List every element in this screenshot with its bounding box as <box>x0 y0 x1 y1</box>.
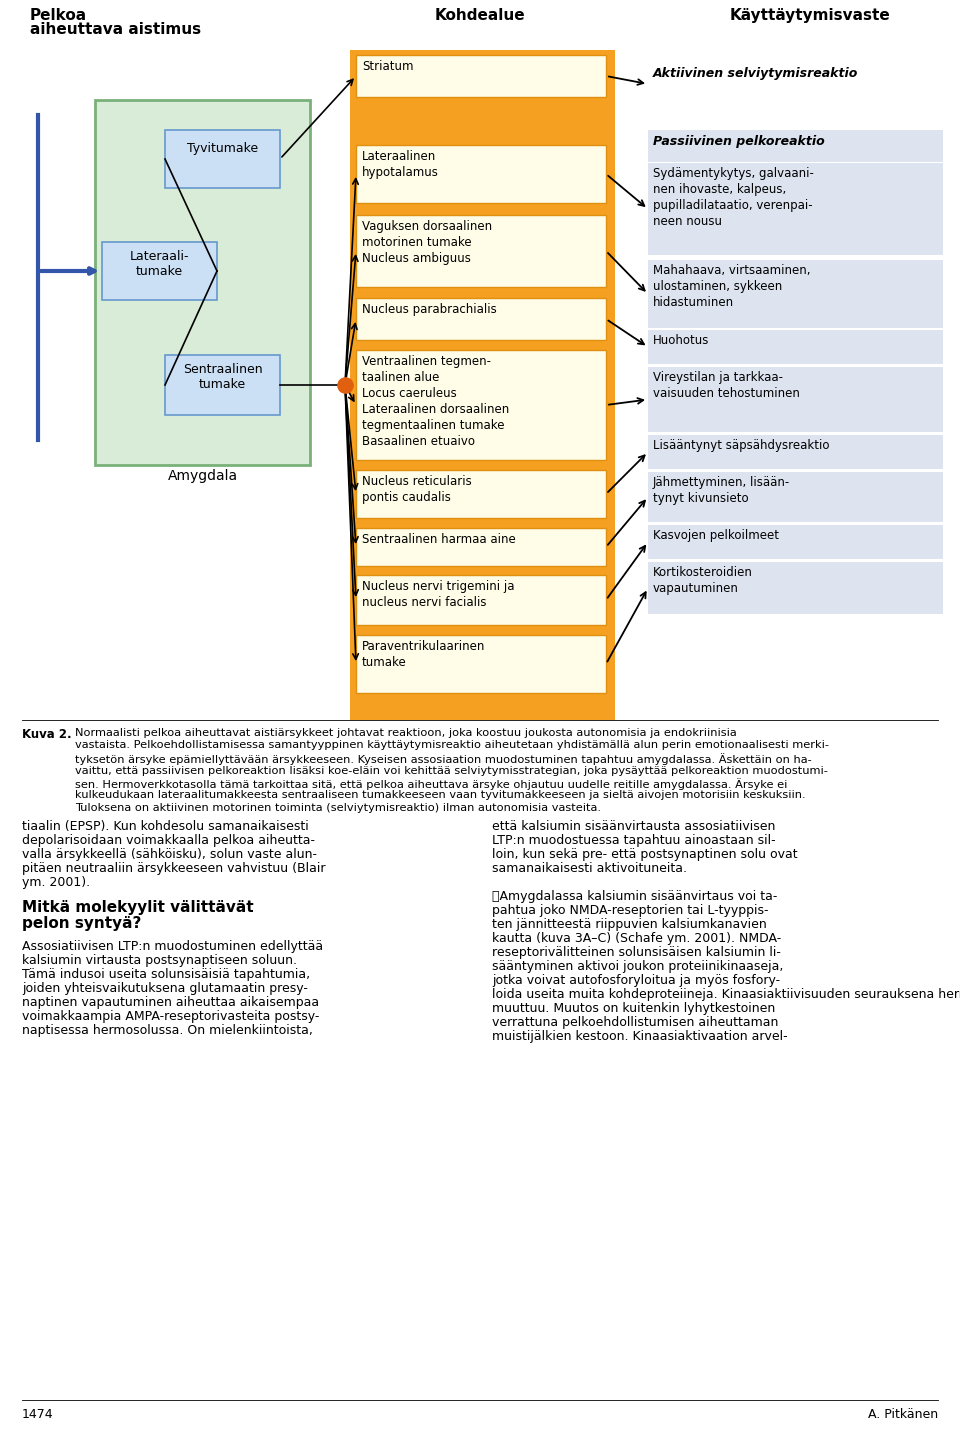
Text: Kasvojen pelkoilmeet: Kasvojen pelkoilmeet <box>653 529 779 542</box>
Text: Kuva 2.: Kuva 2. <box>22 728 72 741</box>
Text: ym. 2001).: ym. 2001). <box>22 876 90 889</box>
Bar <box>165 355 280 416</box>
Bar <box>350 50 615 720</box>
Text: vaittu, että passiivisen pelkoreaktion lisäksi koe-eläin voi kehittää selviytymi: vaittu, että passiivisen pelkoreaktion l… <box>75 765 828 775</box>
Bar <box>356 470 606 518</box>
Text: Tämä indusoi useita solunsisäisiä tapahtumia,: Tämä indusoi useita solunsisäisiä tapaht… <box>22 968 310 981</box>
Text: Käyttäytymisvaste: Käyttäytymisvaste <box>730 9 890 23</box>
Text: Aktiivinen selviytymisreaktio: Aktiivinen selviytymisreaktio <box>653 68 858 81</box>
Text: Passiivinen pelkoreaktio: Passiivinen pelkoreaktio <box>653 135 825 148</box>
Text: jotka voivat autofosforyloitua ja myös fosfory-: jotka voivat autofosforyloitua ja myös f… <box>492 974 780 986</box>
Text: tyksetön ärsyke epämiellyttävään ärsykkeeseen. Kyseisen assosiaation muodostumin: tyksetön ärsyke epämiellyttävään ärsykke… <box>75 754 812 765</box>
Text: Mahahaava, virtsaaminen,
ulostaminen, sykkeen
hidastuminen: Mahahaava, virtsaaminen, ulostaminen, sy… <box>653 265 810 309</box>
Text: joiden yhteisvaikutuksena glutamaatin presy-: joiden yhteisvaikutuksena glutamaatin pr… <box>22 982 308 995</box>
Text: A. Pitkänen: A. Pitkänen <box>868 1408 938 1421</box>
Text: tiaalin (EPSP). Kun kohdesolu samanaikaisesti: tiaalin (EPSP). Kun kohdesolu samanaikai… <box>22 820 309 833</box>
Text: Lateraalinen
hypotalamus: Lateraalinen hypotalamus <box>362 150 439 178</box>
Bar <box>648 329 943 364</box>
Bar <box>356 298 606 339</box>
Text: Sentraalinen harmaa aine: Sentraalinen harmaa aine <box>362 533 516 546</box>
Text: sen. Hermoverkkotasolla tämä tarkoittaa sitä, että pelkoa aiheuttava ärsyke ohja: sen. Hermoverkkotasolla tämä tarkoittaa … <box>75 778 787 789</box>
Bar <box>648 562 943 614</box>
Bar <box>356 349 606 460</box>
Text: loida useita muita kohdeproteiineja. Kinaasiaktiivisuuden seurauksena hermosolun: loida useita muita kohdeproteiineja. Kin… <box>492 988 960 1001</box>
Text: 1474: 1474 <box>22 1408 54 1421</box>
Text: Amygdala: Amygdala <box>167 469 237 483</box>
Text: Vaguksen dorsaalinen
motorinen tumake
Nucleus ambiguus: Vaguksen dorsaalinen motorinen tumake Nu… <box>362 220 492 265</box>
Text: samanaikaisesti aktivoituneita.: samanaikaisesti aktivoituneita. <box>492 861 687 874</box>
Text: voimakkaampia AMPA-reseptorivasteita postsy-: voimakkaampia AMPA-reseptorivasteita pos… <box>22 1009 320 1022</box>
Text: naptisessa hermosolussa. On mielenkiintoista,: naptisessa hermosolussa. On mielenkiinto… <box>22 1024 313 1037</box>
Bar <box>356 145 606 203</box>
Bar <box>648 436 943 469</box>
Text: sääntyminen aktivoi joukon proteiinikinaaseja,: sääntyminen aktivoi joukon proteiinikina… <box>492 961 783 974</box>
Text: Normaalisti pelkoa aiheuttavat aistiärsykkeet johtavat reaktioon, joka koostuu j: Normaalisti pelkoa aiheuttavat aistiärsy… <box>75 728 736 738</box>
Bar <box>102 242 217 301</box>
Bar <box>648 472 943 522</box>
Text: kautta (kuva 3A–C) (Schafe ym. 2001). NMDA-: kautta (kuva 3A–C) (Schafe ym. 2001). NM… <box>492 932 781 945</box>
Text: Lateraali-
tumake: Lateraali- tumake <box>130 250 189 278</box>
Bar <box>356 575 606 626</box>
Text: depolarisoidaan voimakkaalla pelkoa aiheutta-: depolarisoidaan voimakkaalla pelkoa aihe… <box>22 834 315 847</box>
Text: naptinen vapautuminen aiheuttaa aikaisempaa: naptinen vapautuminen aiheuttaa aikaisem… <box>22 997 319 1009</box>
Text: Nucleus parabrachialis: Nucleus parabrachialis <box>362 303 496 316</box>
Text: Ventraalinen tegmen-
taalinen alue
Locus caeruleus
Lateraalinen dorsaalinen
tegm: Ventraalinen tegmen- taalinen alue Locus… <box>362 355 509 449</box>
Text: Jähmettyminen, lisään-
tynyt kivunsieto: Jähmettyminen, lisään- tynyt kivunsieto <box>653 476 790 505</box>
Bar <box>648 367 943 431</box>
Text: valla ärsykkeellä (sähköisku), solun vaste alun-: valla ärsykkeellä (sähköisku), solun vas… <box>22 848 317 861</box>
Text: Paraventrikulaarinen
tumake: Paraventrikulaarinen tumake <box>362 640 486 669</box>
Text: loin, kun sekä pre- että postsynaptinen solu ovat: loin, kun sekä pre- että postsynaptinen … <box>492 848 798 861</box>
Text: Nucleus nervi trigemini ja
nucleus nervi facialis: Nucleus nervi trigemini ja nucleus nervi… <box>362 580 515 610</box>
Text: Tyvitumake: Tyvitumake <box>187 142 258 155</box>
Text: pahtua joko NMDA-reseptorien tai L-tyyppis-: pahtua joko NMDA-reseptorien tai L-tyypp… <box>492 905 769 917</box>
Bar <box>356 636 606 693</box>
Text: Striatum: Striatum <box>362 60 414 73</box>
Text: Huohotus: Huohotus <box>653 334 709 347</box>
Text: kulkeudukaan lateraalitumakkeesta sentraaliseen tumakkeeseen vaan tyvitumakkeese: kulkeudukaan lateraalitumakkeesta sentra… <box>75 791 805 801</box>
Text: Tuloksena on aktiivinen motorinen toiminta (selviytymisreaktio) ilman autonomisi: Tuloksena on aktiivinen motorinen toimin… <box>75 802 601 812</box>
Text: muistijälkien kestoon. Kinaasiaktivaation arvel-: muistijälkien kestoon. Kinaasiaktivaatio… <box>492 1030 787 1043</box>
Text: verrattuna pelkoehdollistumisen aiheuttaman: verrattuna pelkoehdollistumisen aiheutta… <box>492 1017 779 1030</box>
Text: vastaista. Pelkoehdollistamisessa samantyyppinen käyttäytymisreaktio aiheutetaan: vastaista. Pelkoehdollistamisessa samant… <box>75 741 829 751</box>
Text: pelon syntyä?: pelon syntyä? <box>22 916 141 930</box>
Bar <box>648 162 943 255</box>
Bar <box>648 129 943 162</box>
Text: ten jännitteestä riippuvien kalsiumkanavien: ten jännitteestä riippuvien kalsiumkanav… <box>492 917 767 930</box>
Text: Pelkoa: Pelkoa <box>30 9 87 23</box>
Text: Sydämentykytys, galvaani-
nen ihovaste, kalpeus,
pupilladilataatio, verenpai-
ne: Sydämentykytys, galvaani- nen ihovaste, … <box>653 167 814 229</box>
Bar <box>648 260 943 328</box>
Text: Amygdalassa kalsiumin sisäänvirtaus voi ta-: Amygdalassa kalsiumin sisäänvirtaus voi … <box>492 890 778 903</box>
Bar <box>356 528 606 567</box>
Text: LTP:n muodostuessa tapahtuu ainoastaan sil-: LTP:n muodostuessa tapahtuu ainoastaan s… <box>492 834 776 847</box>
Bar <box>356 55 606 96</box>
Text: Vireystilan ja tarkkaa-
vaisuuden tehostuminen: Vireystilan ja tarkkaa- vaisuuden tehost… <box>653 371 800 400</box>
Bar <box>648 525 943 559</box>
Bar <box>356 216 606 288</box>
Text: Kortikosteroidien
vapautuminen: Kortikosteroidien vapautuminen <box>653 567 753 595</box>
Bar <box>165 129 280 188</box>
Text: aiheuttava aistimus: aiheuttava aistimus <box>30 22 202 37</box>
Text: pitäen neutraaliin ärsykkeeseen vahvistuu (Blair: pitäen neutraaliin ärsykkeeseen vahvistu… <box>22 861 325 874</box>
Text: että kalsiumin sisäänvirtausta assosiatiivisen: että kalsiumin sisäänvirtausta assosiati… <box>492 820 776 833</box>
Text: kalsiumin virtausta postsynaptiseen soluun.: kalsiumin virtausta postsynaptiseen solu… <box>22 953 297 966</box>
Text: Kohdealue: Kohdealue <box>435 9 525 23</box>
Bar <box>95 101 310 464</box>
Text: Assosiatiivisen LTP:n muodostuminen edellyttää: Assosiatiivisen LTP:n muodostuminen edel… <box>22 940 324 953</box>
Text: Nucleus reticularis
pontis caudalis: Nucleus reticularis pontis caudalis <box>362 475 471 503</box>
Text: Mitkä molekyylit välittävät: Mitkä molekyylit välittävät <box>22 900 253 915</box>
Text: reseptorivälitteinen solunsisäisen kalsiumin li-: reseptorivälitteinen solunsisäisen kalsi… <box>492 946 780 959</box>
Text: Lisääntynyt säpsähdysreaktio: Lisääntynyt säpsähdysreaktio <box>653 439 829 452</box>
Text: muuttuu. Muutos on kuitenkin lyhytkestoinen: muuttuu. Muutos on kuitenkin lyhytkestoi… <box>492 1002 776 1015</box>
Text: Sentraalinen
tumake: Sentraalinen tumake <box>182 362 262 391</box>
